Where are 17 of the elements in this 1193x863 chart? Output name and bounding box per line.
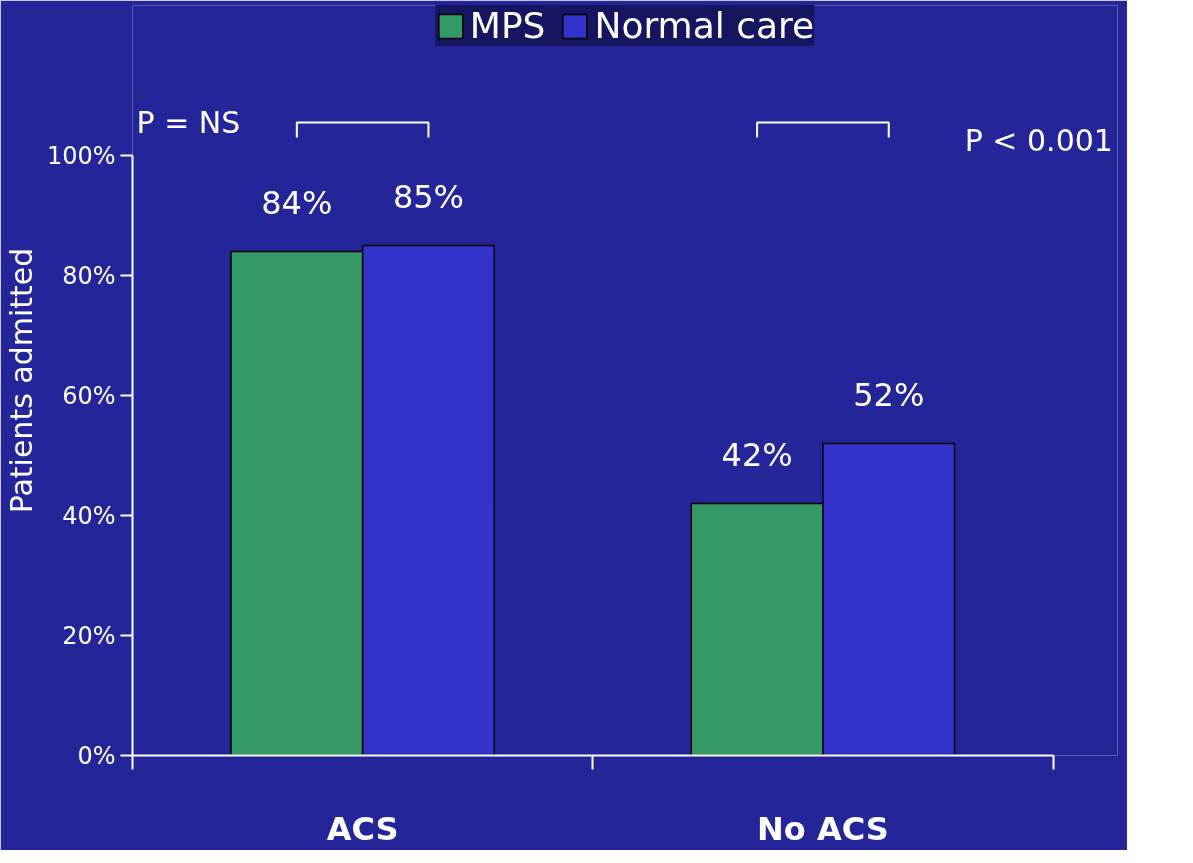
y-axis-title: Patients admitted [3, 247, 39, 514]
x-tick-label: No ACS [757, 809, 889, 848]
data-label: 52% [853, 375, 925, 414]
legend-label: Normal care [594, 5, 815, 46]
legend-label: MPS [469, 5, 546, 46]
y-tick-label: 20% [62, 621, 116, 650]
annotation: P < 0.001 [964, 123, 1113, 158]
y-tick-label: 40% [62, 501, 116, 530]
x-tick-label: ACS [326, 809, 399, 848]
data-label: 42% [721, 435, 793, 474]
y-tick-label: 0% [77, 741, 116, 770]
y-tick-label: 60% [62, 381, 116, 410]
data-label: 84% [261, 183, 333, 222]
y-tick-label: 100% [46, 141, 116, 170]
text: P = NS [136, 105, 241, 140]
y-tick-label: 80% [62, 261, 116, 290]
data-label: 85% [392, 177, 465, 216]
